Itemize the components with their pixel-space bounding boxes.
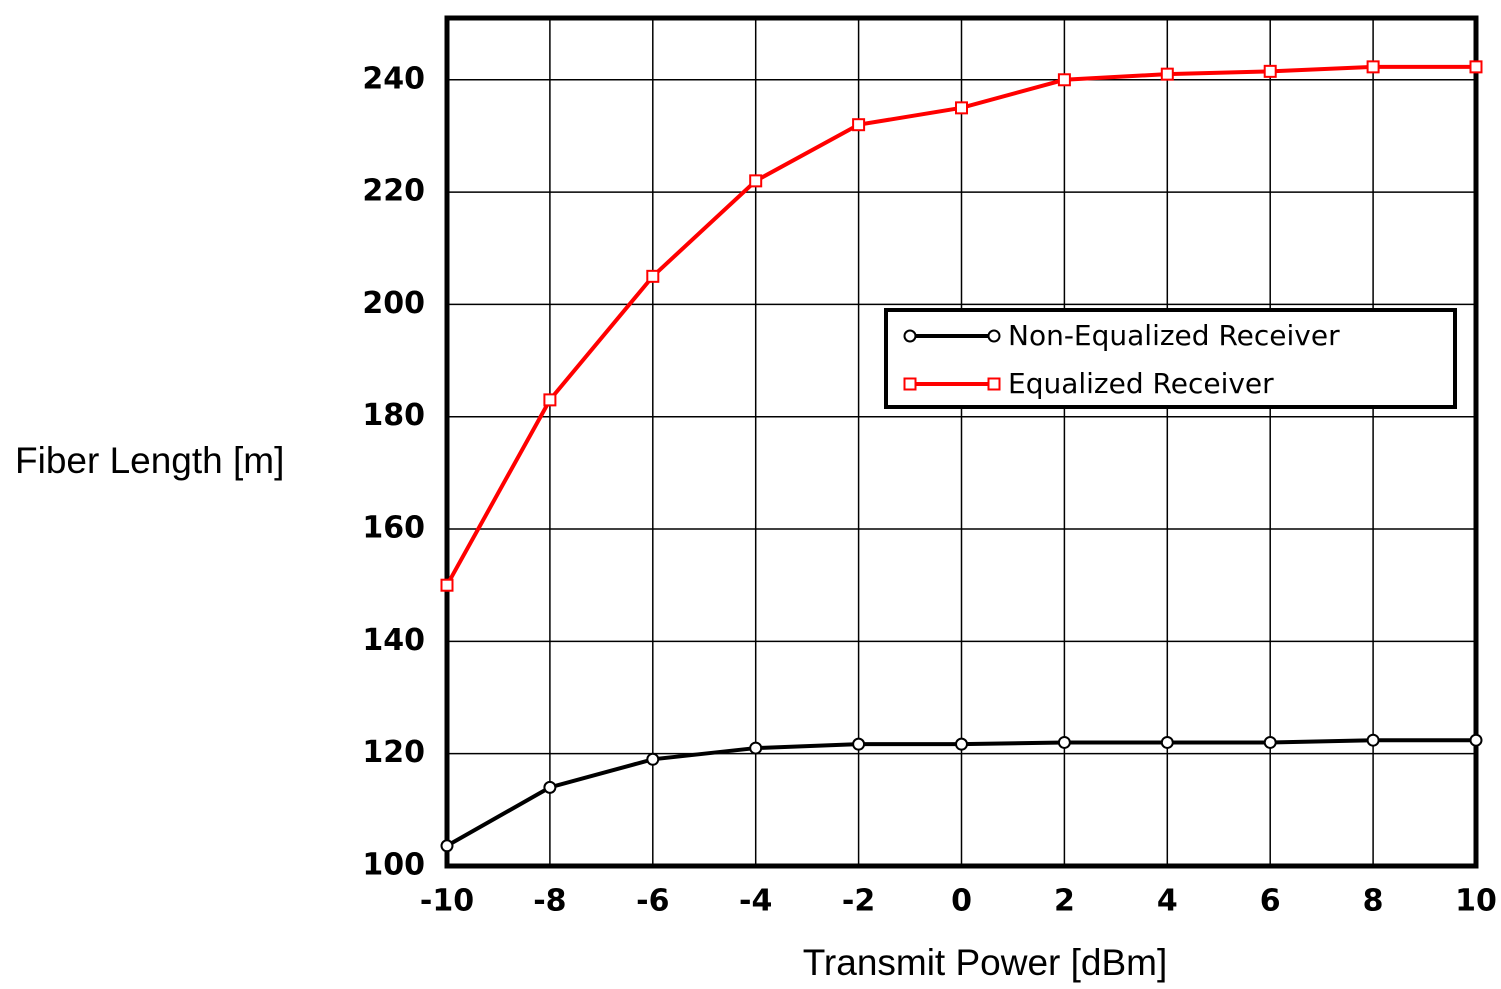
x-tick-label: -8 — [533, 884, 566, 919]
y-tick-label: 180 — [362, 398, 425, 433]
marker — [646, 269, 660, 283]
x-tick-label: 6 — [1260, 884, 1281, 919]
x-tick-label: 2 — [1054, 884, 1075, 919]
x-tick-label: -6 — [636, 884, 669, 919]
marker — [955, 101, 968, 115]
x-tick-label: 10 — [1455, 884, 1497, 919]
marker — [543, 393, 557, 407]
marker — [440, 578, 454, 592]
marker — [543, 780, 557, 794]
x-tick-label: -2 — [842, 884, 875, 919]
marker — [903, 329, 917, 343]
y-tick-label: 220 — [362, 174, 425, 209]
y-tick-label: 240 — [362, 61, 425, 96]
marker — [1469, 733, 1483, 747]
x-tick-label: 4 — [1157, 884, 1178, 919]
y-axis-label: Fiber Length [m] — [15, 440, 284, 481]
x-tick-label: 8 — [1363, 884, 1384, 919]
marker — [1160, 735, 1174, 749]
y-tick-label: 120 — [362, 735, 425, 770]
marker — [1057, 735, 1071, 749]
legend-label: Non-Equalized Receiver — [1008, 319, 1340, 352]
marker — [1469, 60, 1483, 74]
marker — [852, 737, 866, 751]
marker — [646, 752, 660, 766]
marker — [852, 118, 866, 132]
legend-box — [884, 308, 1457, 409]
marker — [1057, 73, 1071, 87]
y-tick-label: 140 — [362, 623, 425, 658]
marker — [955, 737, 968, 751]
x-tick-label: -10 — [420, 884, 474, 919]
marker — [1366, 733, 1380, 747]
x-tick-label: 0 — [951, 884, 972, 919]
marker — [749, 741, 763, 755]
marker — [440, 839, 454, 853]
marker — [1160, 67, 1174, 81]
marker — [987, 329, 1001, 343]
x-axis-label: Transmit Power [dBm] — [803, 942, 1168, 983]
marker — [903, 377, 917, 391]
y-tick-label: 200 — [362, 286, 425, 321]
marker — [1263, 735, 1277, 749]
marker — [1263, 64, 1277, 78]
plot-frame — [444, 15, 1479, 869]
marker — [987, 377, 1001, 391]
marker — [1366, 60, 1380, 74]
marker — [749, 174, 763, 188]
legend-label: Equalized Receiver — [1008, 367, 1274, 400]
y-tick-label: 100 — [362, 848, 425, 883]
x-tick-label: -4 — [739, 884, 772, 919]
y-tick-label: 160 — [362, 511, 425, 546]
